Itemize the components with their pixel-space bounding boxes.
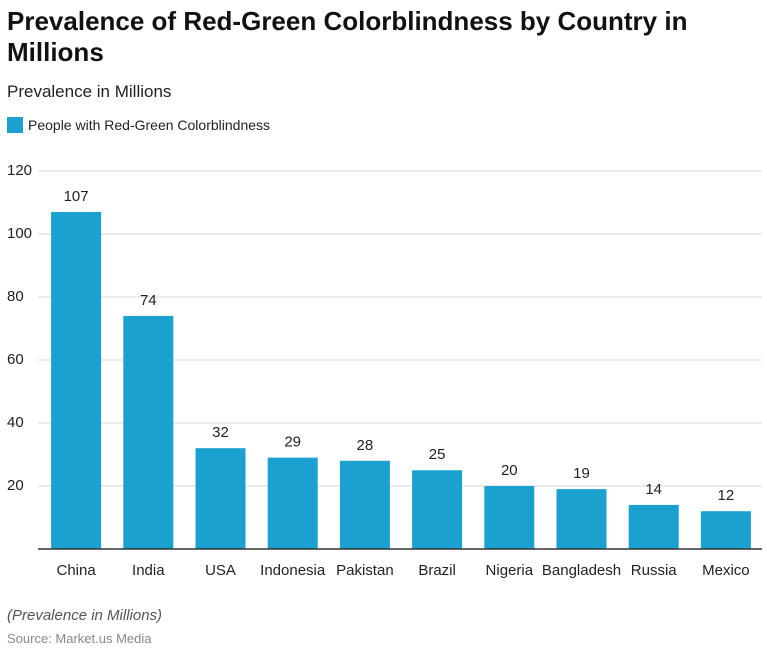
data-label: 32 — [212, 424, 229, 441]
data-label: 20 — [501, 462, 518, 479]
x-tick-label: Nigeria — [486, 562, 534, 579]
bar — [484, 486, 535, 549]
chart: 20 40 60 80 100 120 China 107 India 74 USA 32 Indone… — [7, 162, 762, 579]
bar — [628, 504, 679, 549]
bar — [556, 489, 607, 549]
x-tick-label: Indonesia — [260, 562, 326, 579]
x-tick-label: Bangladesh — [542, 562, 621, 579]
x-tick-label: Mexico — [702, 562, 750, 579]
data-label: 14 — [645, 481, 662, 498]
bar — [123, 315, 174, 549]
y-tick-label: 80 — [7, 288, 24, 305]
bar — [195, 448, 246, 549]
data-label: 28 — [357, 437, 374, 454]
data-label: 74 — [140, 292, 157, 309]
data-label: 29 — [284, 434, 301, 451]
bar — [339, 460, 390, 549]
data-label: 12 — [718, 487, 735, 504]
x-tick-label: Russia — [631, 562, 678, 579]
source: Source: Market.us Media — [7, 631, 152, 646]
y-tick-label: 120 — [7, 162, 32, 179]
y-tick-label: 40 — [7, 414, 24, 431]
legend-swatch — [7, 117, 23, 133]
x-tick-label: Brazil — [418, 562, 456, 579]
y-tick-label: 60 — [7, 351, 24, 368]
data-label: 25 — [429, 446, 446, 463]
legend-label: People with Red-Green Colorblindness — [28, 117, 271, 133]
x-tick-label: India — [132, 562, 165, 579]
y-tick-label: 100 — [7, 225, 32, 242]
chart-title: Prevalence of Red-Green Colorblindness b… — [7, 6, 688, 67]
note: (Prevalence in Millions) — [7, 607, 163, 624]
bar — [412, 470, 463, 549]
data-label: 107 — [64, 188, 89, 205]
x-tick-label: USA — [205, 562, 236, 579]
x-tick-label: Pakistan — [336, 562, 394, 579]
data-label: 19 — [573, 465, 590, 482]
chart-subtitle: Prevalence in Millions — [7, 82, 172, 101]
bar — [700, 511, 751, 549]
bar — [51, 211, 102, 549]
y-tick-label: 20 — [7, 477, 24, 494]
x-tick-label: China — [56, 562, 96, 579]
bar — [267, 457, 318, 549]
legend: People with Red-Green Colorblindness — [7, 117, 270, 133]
